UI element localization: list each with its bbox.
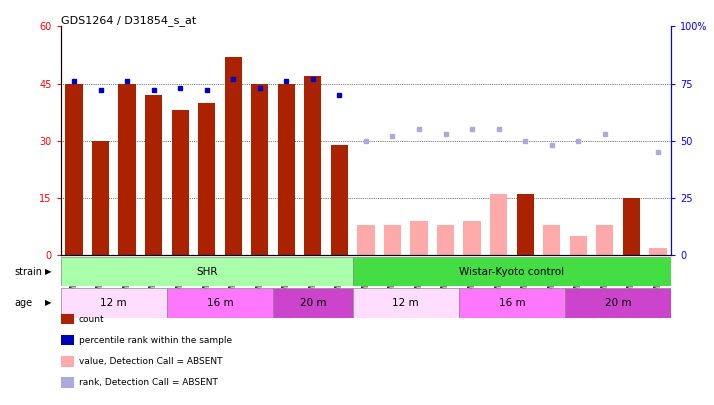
Bar bbox=[516, 194, 534, 255]
Bar bbox=[145, 95, 162, 255]
Bar bbox=[198, 102, 216, 255]
Bar bbox=[61, 257, 353, 286]
Bar bbox=[459, 288, 565, 318]
Text: 12 m: 12 m bbox=[393, 298, 419, 308]
Bar bbox=[92, 141, 109, 255]
Bar bbox=[119, 83, 136, 255]
Text: ▶: ▶ bbox=[45, 298, 51, 307]
Bar bbox=[353, 257, 671, 286]
Bar bbox=[565, 288, 671, 318]
Bar bbox=[411, 221, 428, 255]
Text: GDS1264 / D31854_s_at: GDS1264 / D31854_s_at bbox=[61, 15, 196, 26]
Bar bbox=[278, 83, 295, 255]
Bar bbox=[273, 288, 353, 318]
Text: 16 m: 16 m bbox=[498, 298, 526, 308]
Text: Wistar-Kyoto control: Wistar-Kyoto control bbox=[459, 267, 565, 277]
Bar bbox=[490, 194, 507, 255]
Bar bbox=[66, 83, 83, 255]
Bar bbox=[353, 288, 459, 318]
Text: strain: strain bbox=[14, 267, 42, 277]
Bar bbox=[251, 83, 268, 255]
Text: ▶: ▶ bbox=[45, 267, 51, 276]
Text: 12 m: 12 m bbox=[101, 298, 127, 308]
Text: 16 m: 16 m bbox=[206, 298, 233, 308]
Bar bbox=[331, 145, 348, 255]
Bar bbox=[437, 225, 454, 255]
Text: value, Detection Call = ABSENT: value, Detection Call = ABSENT bbox=[79, 357, 222, 366]
Text: 20 m: 20 m bbox=[605, 298, 631, 308]
Text: age: age bbox=[14, 298, 32, 308]
Bar bbox=[649, 247, 666, 255]
Text: rank, Detection Call = ABSENT: rank, Detection Call = ABSENT bbox=[79, 378, 218, 387]
Bar bbox=[61, 288, 167, 318]
Text: count: count bbox=[79, 315, 104, 324]
Text: SHR: SHR bbox=[196, 267, 218, 277]
Bar bbox=[225, 57, 242, 255]
Text: 20 m: 20 m bbox=[300, 298, 326, 308]
Bar bbox=[167, 288, 273, 318]
Bar bbox=[623, 198, 640, 255]
Bar bbox=[304, 76, 321, 255]
Bar bbox=[171, 110, 188, 255]
Text: percentile rank within the sample: percentile rank within the sample bbox=[79, 336, 231, 345]
Bar bbox=[596, 225, 613, 255]
Bar bbox=[463, 221, 481, 255]
Bar bbox=[570, 236, 587, 255]
Bar bbox=[384, 225, 401, 255]
Bar bbox=[543, 225, 560, 255]
Bar bbox=[357, 225, 375, 255]
